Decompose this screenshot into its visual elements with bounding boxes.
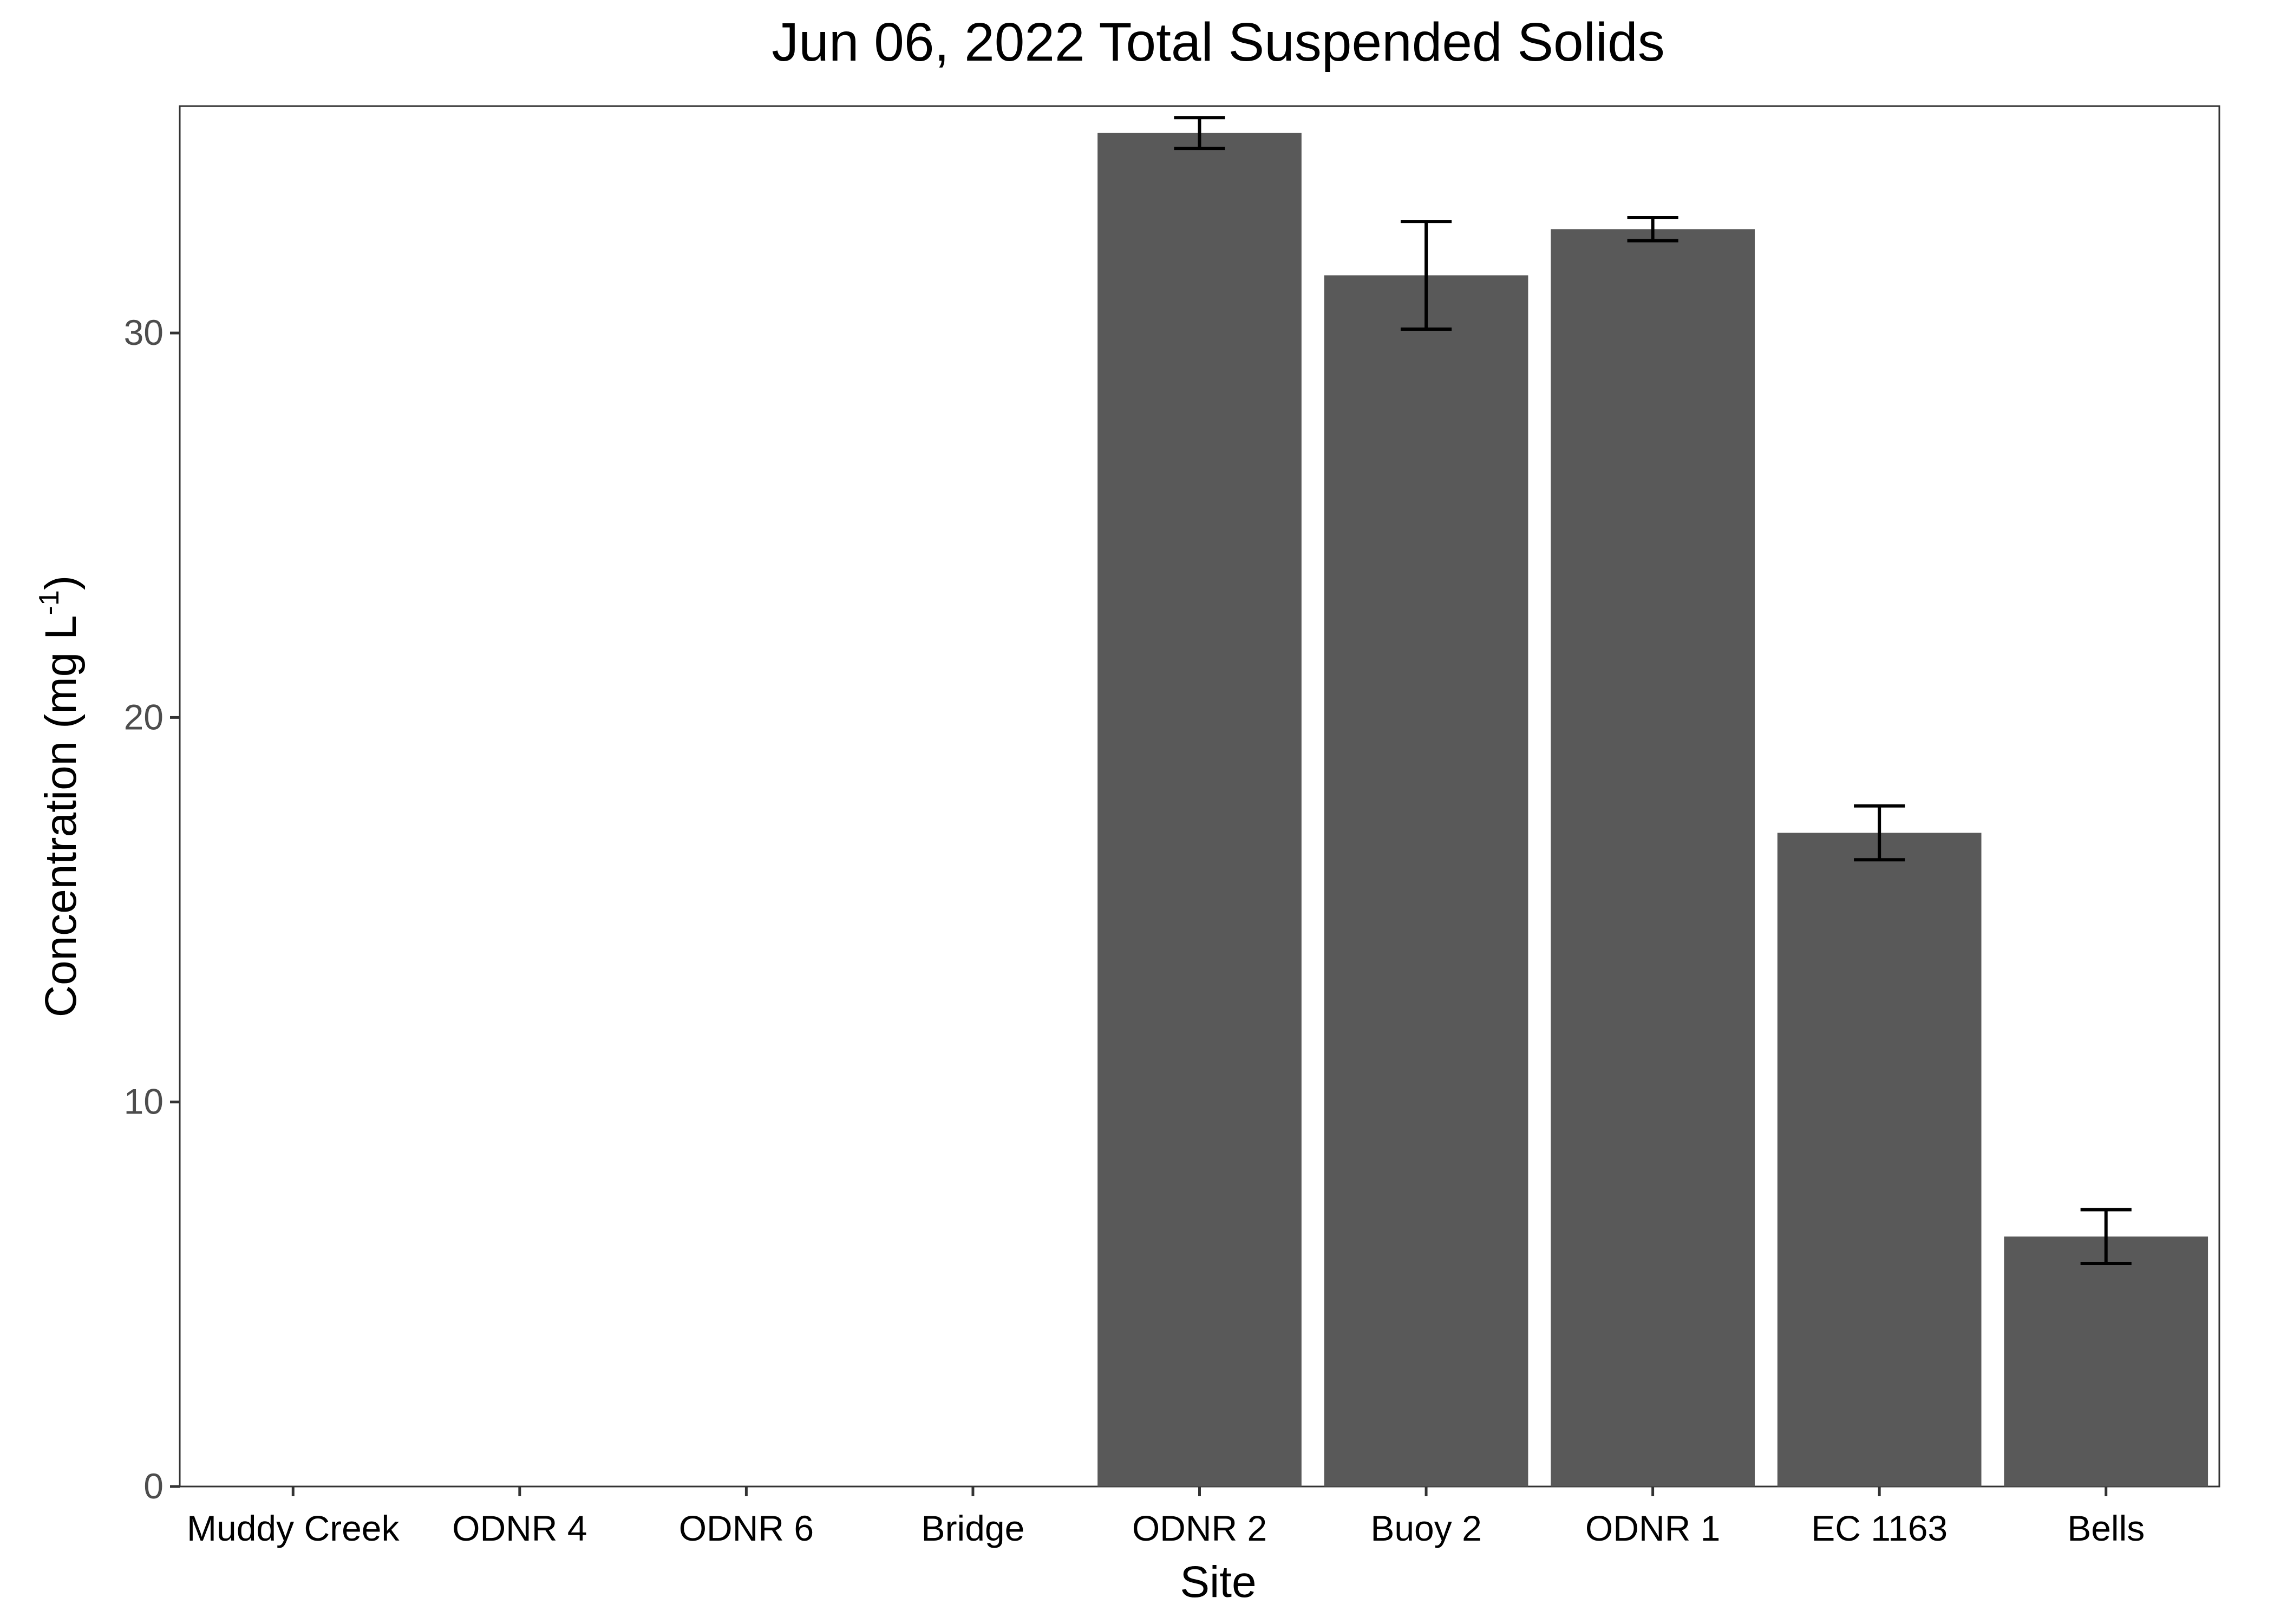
bar: [1551, 229, 1755, 1487]
y-axis-title-close: ): [36, 575, 86, 590]
x-tick-label: EC 1163: [1811, 1508, 1948, 1548]
y-tick-label: 30: [124, 312, 164, 352]
x-tick-label: ODNR 4: [452, 1508, 587, 1548]
x-axis: Muddy Creek ODNR 4 ODNR 6 Bridge ODNR 2 Buoy …: [187, 1487, 2145, 1548]
chart-title: Jun 06, 2022 Total Suspended Solids: [772, 12, 1664, 73]
plot-area: 0 10 20 30 Muddy Creek ODNR 4 ODNR 6 Bridge ODN…: [124, 105, 2220, 1548]
bar: [1097, 133, 1302, 1487]
y-axis-title: Concentration (mg L-1): [34, 575, 86, 1018]
y-axis: 0 10 20 30: [124, 312, 180, 1506]
y-tick-label: 0: [143, 1466, 164, 1506]
x-axis-title: Site: [1180, 1557, 1256, 1607]
x-tick-label: Buoy 2: [1370, 1508, 1481, 1548]
error-bar: [1174, 116, 1225, 150]
error-bar: [1627, 215, 1678, 243]
x-tick-label: Bridge: [922, 1508, 1025, 1548]
x-tick-label: ODNR 6: [679, 1508, 814, 1548]
bar: [2004, 1236, 2208, 1487]
x-tick-label: Muddy Creek: [187, 1508, 400, 1548]
x-tick-label: Bells: [2067, 1508, 2145, 1548]
bar: [1777, 833, 1982, 1487]
error-bar: [1854, 804, 1905, 862]
error-bar: [1400, 220, 1452, 331]
y-tick-label: 20: [124, 697, 164, 737]
bars: [1097, 133, 2208, 1487]
y-axis-title-superscript: -1: [34, 590, 65, 615]
bar: [1324, 275, 1528, 1487]
x-tick-label: ODNR 2: [1132, 1508, 1267, 1548]
error-bars: [1174, 116, 2132, 1266]
y-tick-label: 10: [124, 1082, 164, 1122]
error-bar: [2080, 1208, 2132, 1266]
y-axis-title-main: Concentration (mg L: [36, 615, 86, 1017]
x-tick-label: ODNR 1: [1585, 1508, 1720, 1548]
